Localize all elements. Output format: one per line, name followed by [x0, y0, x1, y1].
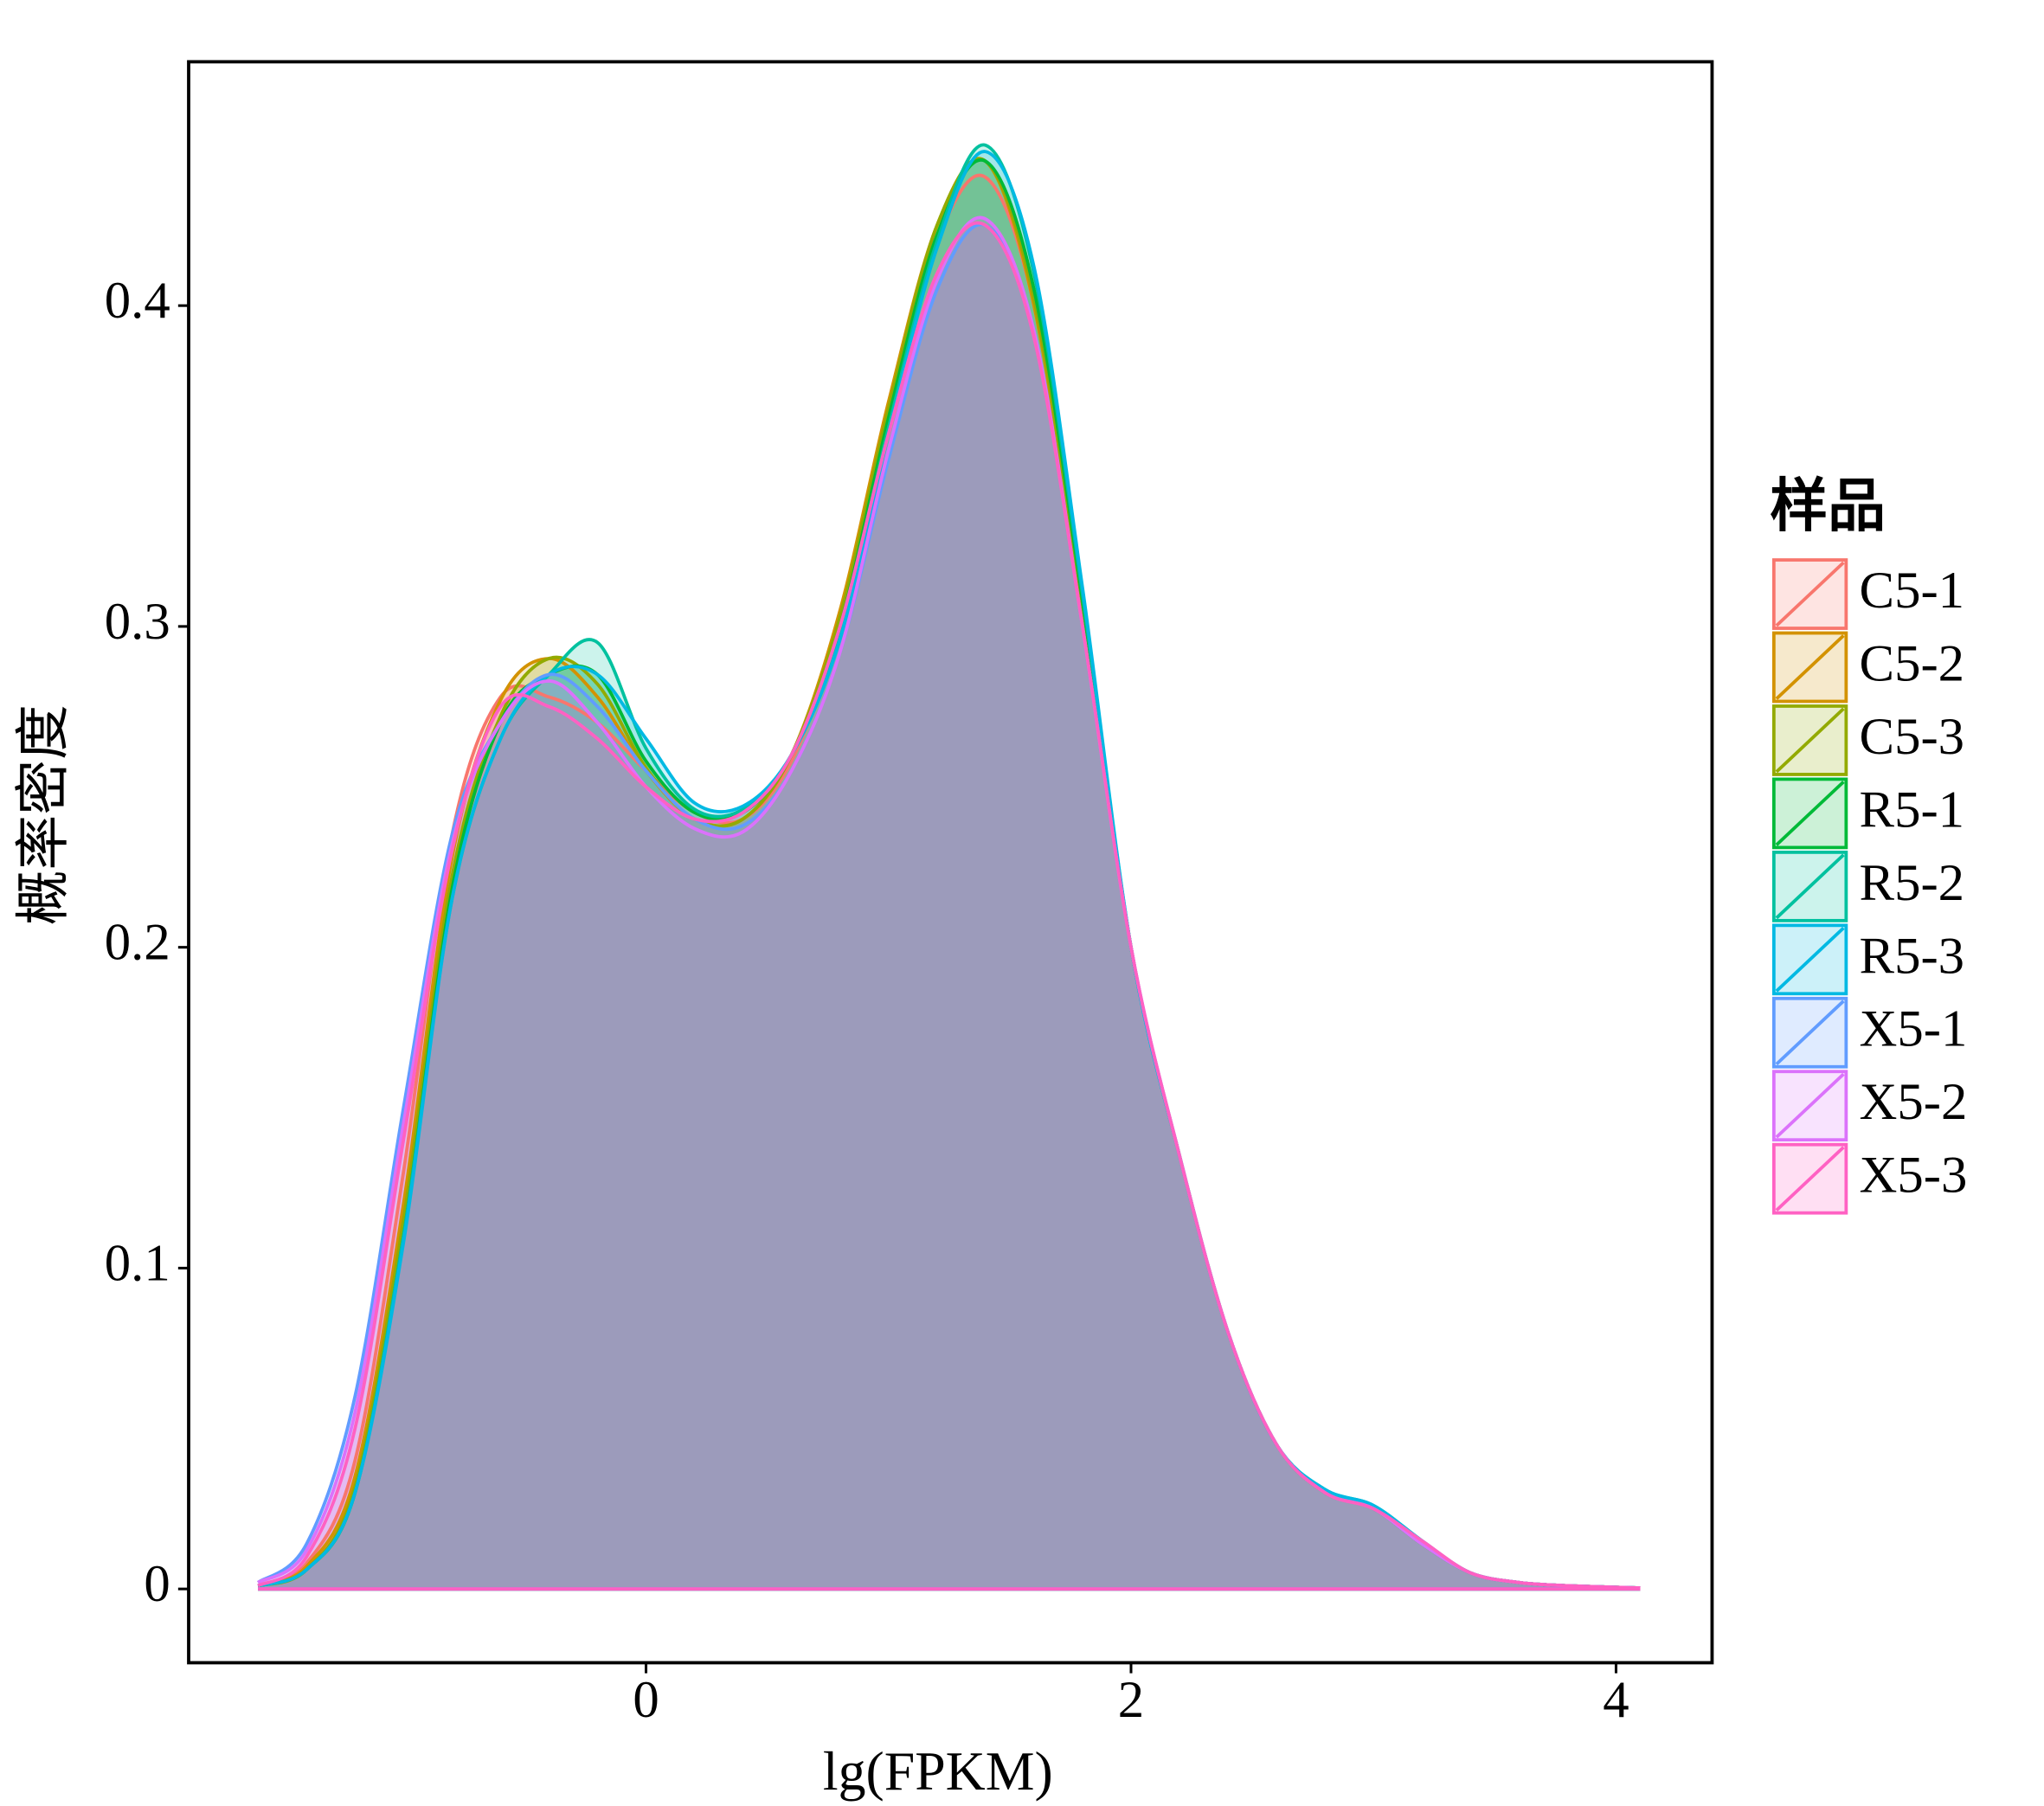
- density-area: [258, 151, 1641, 1590]
- density-area: [258, 145, 1641, 1590]
- y-axis-title: 概率密度: [13, 704, 74, 925]
- density-area: [258, 159, 1641, 1590]
- x-axis-title: lg(FPKM): [823, 1740, 1053, 1802]
- legend-key-line: [1775, 561, 1845, 627]
- legend-label: C5-2: [1860, 634, 1965, 692]
- legend-key-line: [1775, 707, 1845, 774]
- density-line: [257, 150, 1641, 1590]
- legend-label: X5-2: [1860, 1073, 1968, 1131]
- y-tick-label: 0.4: [105, 272, 170, 330]
- density-area: [258, 224, 1641, 1590]
- legend-label: R5-2: [1860, 854, 1965, 912]
- plot-frame: [187, 60, 1714, 1665]
- y-tick-label: 0: [144, 1555, 170, 1613]
- density-area: [258, 158, 1641, 1590]
- x-tick-label: 2: [1118, 1671, 1144, 1729]
- legend-label: C5-1: [1860, 562, 1965, 620]
- x-tick-label: 0: [633, 1671, 659, 1729]
- legend-title: 样品: [1770, 475, 1886, 539]
- legend-key-line: [1775, 999, 1845, 1066]
- y-tick-label: 0.3: [105, 593, 170, 651]
- density-area: [258, 222, 1641, 1590]
- density-line: [257, 221, 1641, 1590]
- density-area: [258, 158, 1641, 1590]
- y-tick-label: 0.2: [105, 914, 170, 972]
- plot-area: [256, 143, 1641, 1591]
- legend-key-line: [1775, 853, 1845, 920]
- legend-key-line: [1775, 1146, 1845, 1212]
- x-tick-label: 4: [1603, 1671, 1629, 1729]
- legend-key-line: [1775, 781, 1845, 846]
- legend-key-line: [1775, 926, 1845, 993]
- legend-label: X5-1: [1860, 1000, 1968, 1058]
- density-area: [258, 175, 1641, 1590]
- legend-key-line: [1775, 634, 1845, 700]
- legend-label: X5-3: [1860, 1147, 1968, 1205]
- legend-label: R5-3: [1860, 927, 1965, 985]
- legend-key-line: [1775, 1072, 1845, 1139]
- density-area: [258, 217, 1641, 1590]
- legend-label: R5-1: [1860, 781, 1965, 839]
- y-tick-label: 0.1: [105, 1234, 170, 1292]
- legend-label: C5-3: [1860, 708, 1965, 766]
